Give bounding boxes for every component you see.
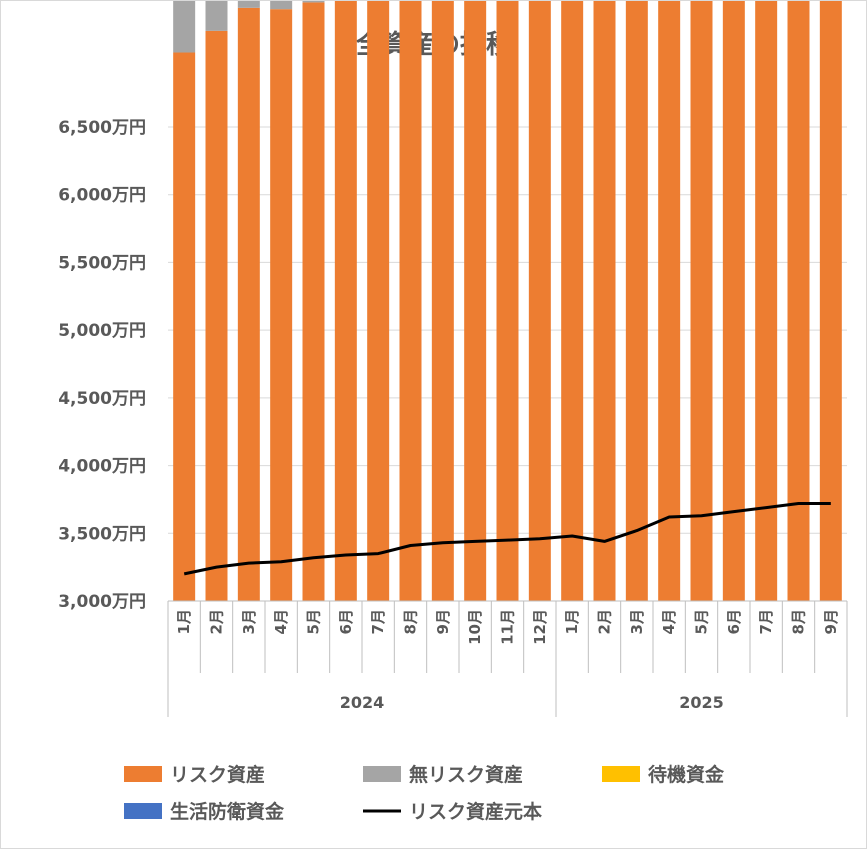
- bar-segment: [237, 7, 260, 601]
- x-tick-label: 2月: [596, 609, 614, 634]
- x-tick-label: 9月: [434, 609, 452, 634]
- bar-segment: [270, 1, 293, 10]
- legend-swatch: [363, 766, 401, 782]
- series-line: [183, 502, 831, 576]
- bar-segment: [658, 1, 681, 602]
- legend-label: リスク資産元本: [409, 800, 542, 823]
- y-tick-label: 6,500万円: [58, 118, 146, 138]
- y-tick-label: 3,000万円: [58, 592, 146, 612]
- principal-line: [183, 502, 831, 576]
- x-tick-label: 4月: [660, 609, 678, 634]
- bar-segment: [593, 1, 616, 602]
- bars: [173, 1, 842, 602]
- legend-swatch: [602, 766, 640, 782]
- bar-segment: [302, 1, 325, 3]
- x-tick-label: 3月: [240, 609, 258, 634]
- x-tick-label: 5月: [693, 609, 711, 634]
- legend-swatch: [124, 766, 162, 782]
- bar-segment: [334, 1, 357, 601]
- bar-segment: [819, 1, 842, 601]
- bar-segment: [431, 1, 454, 601]
- x-tick-label: 8月: [790, 609, 808, 634]
- legend-label: リスク資産: [170, 763, 265, 786]
- y-tick-label: 4,500万円: [58, 389, 146, 409]
- x-tick-label: 10月: [466, 609, 484, 645]
- bar-segment: [755, 1, 778, 601]
- x-tick-label: 6月: [337, 609, 355, 634]
- legend-label: 無リスク資産: [409, 763, 523, 786]
- bar-segment: [625, 1, 648, 602]
- x-tick-label: 1月: [175, 609, 193, 634]
- x-tick-label: 7月: [369, 609, 387, 634]
- bar-segment: [237, 1, 260, 8]
- year-label: 2025: [679, 693, 724, 712]
- x-tick-label: 9月: [822, 609, 840, 634]
- x-tick-label: 11月: [499, 609, 517, 645]
- x-tick-label: 5月: [305, 609, 323, 634]
- y-tick-label: 4,000万円: [58, 457, 146, 477]
- x-tick-label: 8月: [402, 609, 420, 634]
- x-tick-label: 1月: [563, 609, 581, 634]
- y-tick-label: 3,500万円: [58, 524, 146, 544]
- y-tick-label: 5,500万円: [58, 253, 146, 273]
- bar-segment: [528, 1, 551, 602]
- x-tick-label: 2月: [208, 609, 226, 634]
- x-tick-label: 4月: [272, 609, 290, 634]
- bar-segment: [173, 52, 196, 602]
- bar-segment: [496, 1, 519, 601]
- bar-segment: [302, 2, 325, 602]
- x-tick-label: 6月: [725, 609, 743, 634]
- year-label: 2024: [340, 693, 385, 712]
- x-tick-label: 12月: [531, 609, 549, 645]
- bar-segment: [561, 1, 584, 601]
- y-tick-label: 6,000万円: [58, 186, 146, 206]
- legend-label: 待機資金: [648, 763, 725, 786]
- bar-segment: [399, 1, 422, 602]
- axes: 1月 2月 3月 4月 5月 6月 7月 8月 9月 10月 11月 12月 1月 2月 3月 4月 5月 6月 7…: [167, 600, 848, 717]
- x-tick-label: 3月: [628, 609, 646, 634]
- bar-segment: [690, 1, 713, 601]
- bar-segment: [722, 1, 745, 601]
- bar-segment: [205, 30, 228, 602]
- x-tick-label: 7月: [757, 609, 775, 634]
- bar-segment: [787, 1, 810, 601]
- bar-segment: [173, 1, 196, 53]
- bar-segment: [205, 1, 228, 31]
- legend-label: 生活防衛資金: [170, 800, 285, 823]
- legend-swatch: [124, 803, 162, 819]
- bar-segment: [464, 1, 487, 601]
- bar-segment: [270, 9, 293, 602]
- y-tick-label: 5,000万円: [58, 321, 146, 341]
- bar-segment: [367, 1, 390, 602]
